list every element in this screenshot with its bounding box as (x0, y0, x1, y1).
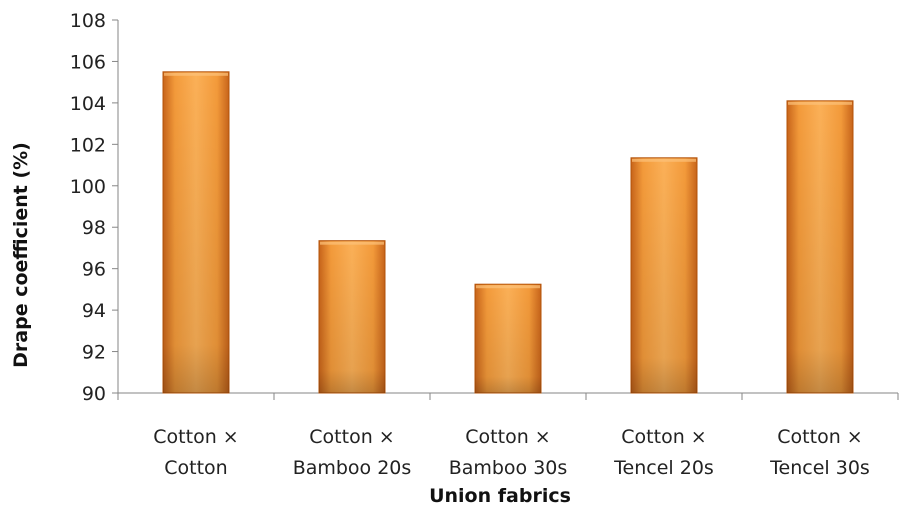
bar-shade (475, 284, 541, 393)
x-tick-label: Cotton × (153, 426, 238, 448)
y-tick-label: 96 (82, 259, 106, 281)
bar-shade (631, 157, 697, 393)
bar-highlight (320, 241, 384, 245)
x-tick-label: Cotton × (621, 426, 706, 448)
bar-highlight (632, 158, 696, 162)
x-tick-label: Cotton (164, 457, 227, 479)
x-tick-label: Cotton × (309, 426, 394, 448)
bar-shade (787, 100, 853, 394)
bar-highlight (788, 101, 852, 105)
bar-highlight (476, 285, 540, 289)
y-tick-label: 100 (70, 176, 106, 198)
plot-area: 90 92 94 96 98 100 102 104 106 108 Cotton × Cotton C… (70, 10, 899, 479)
x-tick-label: Bamboo 30s (449, 457, 568, 479)
x-tick-label: Tencel 20s (613, 457, 714, 479)
y-tick-label: 102 (70, 134, 106, 156)
y-tick-label: 106 (70, 51, 106, 73)
y-tick-label: 98 (82, 217, 106, 239)
y-tick-label: 108 (70, 10, 106, 32)
y-tick-label: 92 (82, 342, 106, 364)
bar-highlight (164, 72, 228, 76)
x-tick-label: Cotton × (777, 426, 862, 448)
x-axis-title: Union fabrics (429, 485, 571, 507)
x-tick-label: Cotton × (465, 426, 550, 448)
y-tick-label: 90 (82, 383, 106, 405)
x-tick-label: Tencel 30s (769, 457, 870, 479)
bar-shade (163, 71, 229, 394)
y-axis-title: Drape coefficient (%) (10, 142, 32, 368)
y-tick-label: 94 (82, 300, 106, 322)
x-tick-label: Bamboo 20s (293, 457, 412, 479)
y-tick-label: 104 (70, 93, 106, 115)
bar-shade (319, 240, 385, 393)
